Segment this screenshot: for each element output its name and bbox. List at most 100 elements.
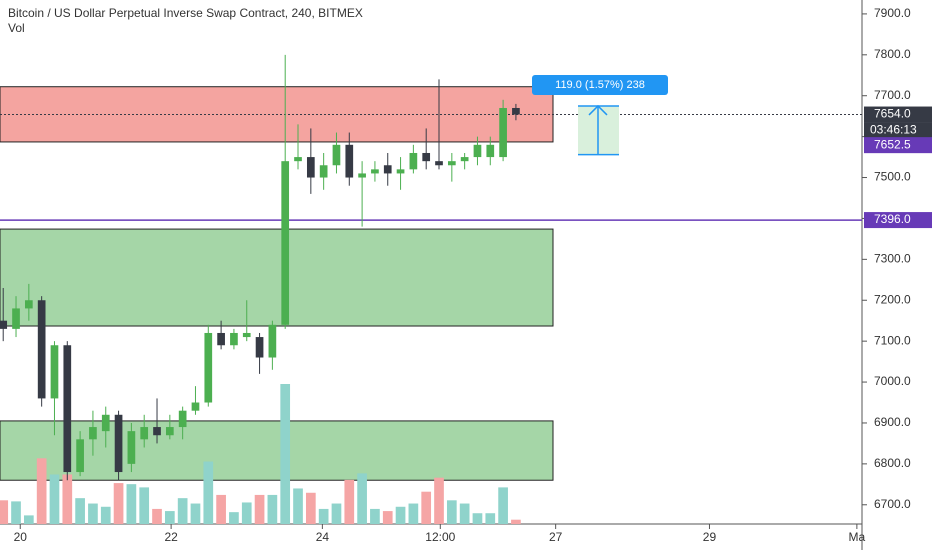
candle-body: [0, 320, 8, 329]
volume-bar: [370, 508, 380, 524]
volume-bar: [88, 503, 98, 524]
volume-bar: [0, 500, 9, 524]
y-tick-label: 7200.0: [874, 292, 911, 306]
volume-bar: [472, 513, 483, 524]
candle-body: [473, 144, 482, 158]
price-label-box: [864, 212, 932, 229]
zone: [0, 228, 554, 327]
volume-bar: [152, 508, 162, 524]
candle-body: [140, 427, 149, 440]
price-label: 7652.5: [874, 137, 911, 151]
countdown-box: [864, 122, 932, 139]
candle-body: [153, 427, 161, 436]
candle-body: [345, 144, 354, 178]
volume-bar: [459, 503, 470, 524]
volume-bar: [23, 515, 34, 524]
volume-bar: [62, 474, 73, 524]
price-label: 7396.0: [874, 212, 911, 226]
candle-body: [76, 439, 84, 473]
candle-body: [358, 173, 366, 178]
candle-body: [409, 152, 418, 170]
candle-body: [435, 161, 443, 166]
candle-body: [319, 165, 328, 178]
volume-bar: [511, 519, 521, 524]
volume-bar: [229, 512, 239, 524]
volume-bar: [446, 500, 457, 524]
volume-bar: [421, 491, 432, 524]
volume-bar: [36, 458, 47, 524]
chart-title: Bitcoin / US Dollar Perpetual Inverse Sw…: [8, 6, 363, 20]
x-tick-label: 29: [703, 530, 717, 544]
candle-body: [230, 332, 238, 346]
y-tick-label: 7500.0: [874, 170, 911, 184]
volume-bar: [331, 503, 342, 524]
volume-bar: [139, 487, 150, 524]
y-tick-label: 6700.0: [874, 497, 911, 511]
candle-body: [37, 300, 46, 399]
candle-body: [165, 427, 174, 436]
volume-bar: [344, 479, 355, 524]
candle-body: [383, 165, 392, 174]
x-tick-label: 22: [164, 530, 178, 544]
candle-body: [204, 332, 213, 403]
x-tick-label: 24: [316, 530, 330, 544]
volume-bar: [434, 477, 444, 524]
price-label-box: [864, 106, 932, 123]
volume-bar: [75, 498, 85, 524]
y-tick-label: 7000.0: [874, 374, 911, 388]
candle-body: [306, 157, 315, 178]
volume-bar: [485, 513, 496, 524]
y-tick-label: 7300.0: [874, 252, 911, 266]
volume-bar: [395, 506, 406, 524]
volume-bar: [203, 461, 214, 524]
y-tick-label: 6800.0: [874, 456, 911, 470]
candle-body: [512, 107, 520, 115]
y-tick-label: 6900.0: [874, 415, 911, 429]
candle-body: [178, 410, 187, 428]
volume-bar: [100, 506, 111, 524]
volume-label: Vol: [8, 21, 25, 35]
candle-body: [460, 157, 469, 162]
y-tick-label: 7700.0: [874, 88, 911, 102]
x-tick-label: Ma: [849, 530, 866, 544]
volume-bar: [382, 511, 393, 524]
y-tick-label: 7800.0: [874, 47, 911, 61]
volume-bar: [113, 483, 124, 524]
price-label: 7654.0: [874, 107, 911, 121]
candle-body: [217, 332, 225, 346]
y-tick-label: 7900.0: [874, 6, 911, 20]
candle-body: [114, 414, 123, 473]
candle-body: [255, 337, 264, 358]
volume-bar: [408, 503, 419, 524]
x-tick-label: 27: [549, 530, 563, 544]
candle-body: [63, 345, 72, 473]
volume-bar: [126, 484, 137, 524]
x-tick-label: 12:00: [425, 530, 455, 544]
candle-body: [486, 144, 495, 158]
volume-bar: [280, 384, 291, 524]
candle-body: [294, 157, 302, 162]
volume-bar: [318, 508, 329, 524]
volume-bar: [216, 494, 226, 524]
volume-bar: [498, 487, 508, 524]
measure-arrow-head: [588, 104, 608, 116]
candle-body: [89, 427, 97, 440]
candle-body: [24, 300, 33, 309]
volume-bar: [267, 494, 278, 524]
candle-body: [242, 332, 251, 338]
candle-body: [101, 414, 110, 432]
measure-label-box: [532, 74, 668, 95]
candle-body: [127, 431, 136, 464]
candle-body: [422, 152, 431, 162]
candle-body: [281, 161, 290, 325]
candle-body: [191, 402, 200, 411]
volume-bar: [305, 492, 316, 524]
candle-body: [499, 107, 507, 158]
volume-bar: [254, 494, 265, 524]
volume-bar: [11, 501, 21, 524]
volume-bar: [293, 488, 303, 524]
candle-body: [447, 161, 456, 166]
countdown: 03:46:13: [870, 123, 917, 137]
volume-bar: [49, 474, 60, 524]
